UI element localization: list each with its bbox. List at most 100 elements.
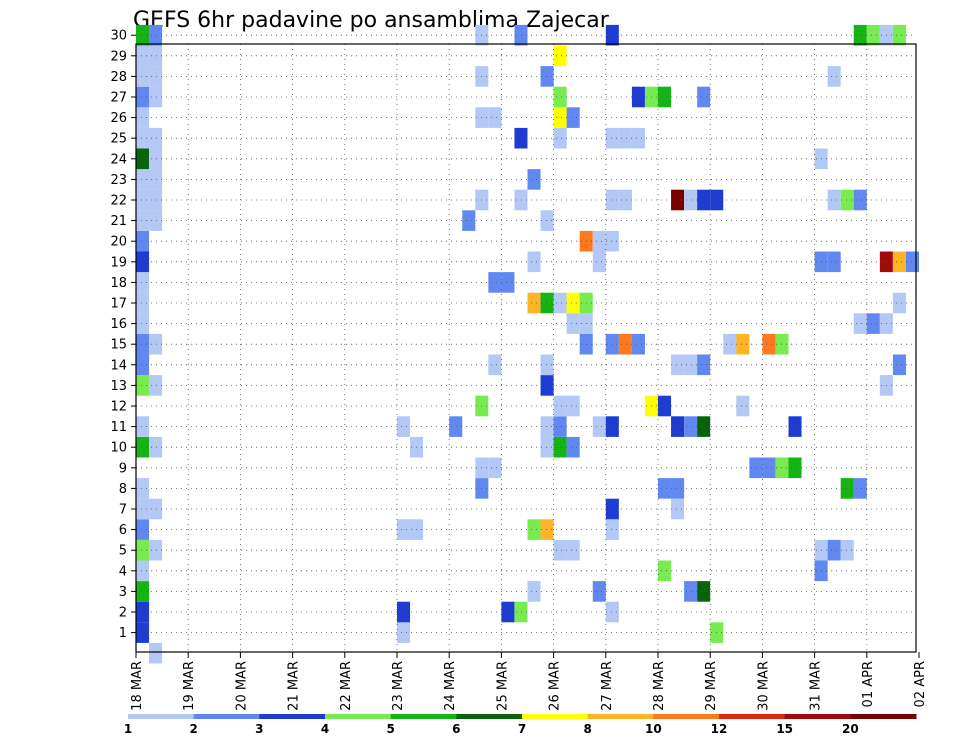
colorbar-label: 2 [189,722,197,736]
precip-cell [866,313,880,334]
x-tick-label: 30 MAR [756,661,771,711]
colorbar-swatch [128,714,195,719]
precip-cell [136,210,150,231]
y-tick-label: 16 [110,317,127,332]
precip-cell [566,539,580,561]
precip-cell [136,272,150,293]
precip-cell [397,622,411,643]
precip-cell [618,127,632,149]
precip-cell [136,107,150,128]
precip-cell [853,478,867,499]
plot-frame [135,43,917,653]
grid-layer [136,34,916,652]
precip-cell [149,539,163,561]
precip-cell [149,210,163,231]
precip-cell [671,416,685,437]
precip-cell [527,251,541,273]
colorbar-swatch [390,714,457,719]
precip-cell [671,498,685,520]
precip-cell [136,189,150,211]
x-tick-label: 20 MAR [234,661,249,711]
y-tick-label: 30 [110,29,127,44]
precip-cell [136,45,150,67]
precip-cell [149,45,163,67]
y-tick-label: 28 [110,70,127,85]
y-tick-label: 17 [110,297,127,312]
precip-cell [136,292,150,314]
precip-cell [658,395,672,417]
colorbar-label: 10 [645,722,662,736]
precip-cell [697,189,711,211]
x-tick-label: 01 APR [861,661,876,707]
precip-cell [488,272,502,293]
colorbar-swatch [653,714,720,719]
precip-cell [671,354,685,376]
precip-cell [736,333,750,355]
precip-cell [566,436,580,458]
x-axis: 18 MAR 19 MAR 20 MAR 21 MAR 22 MAR 23 MAR 24 M… [130,652,928,711]
precip-cell [618,333,632,355]
y-tick-label: 29 [110,49,127,64]
x-tick-label: 31 MAR [809,661,824,711]
precip-cell [605,601,619,623]
precip-cell [684,354,698,376]
colorbar-swatch [784,714,851,719]
precip-cell [149,642,163,664]
x-tick-label: 22 MAR [339,661,354,711]
precip-cell [514,601,528,623]
precip-cell [136,24,150,46]
precip-cell [136,560,150,582]
precip-cell [671,478,685,499]
precip-cell [697,354,711,376]
precip-cell [149,333,163,355]
precip-cell [618,189,632,211]
x-tick-label: 23 MAR [391,661,406,711]
precip-cell [149,66,163,87]
precip-cell [697,581,711,602]
precip-cell [658,560,672,582]
y-tick-label: 21 [110,214,127,229]
x-tick-label: 27 MAR [600,661,615,711]
precip-cell [553,86,567,108]
precip-cell [553,292,567,314]
precip-cell [631,86,645,108]
precip-cell [605,333,619,355]
precip-cell [149,86,163,108]
y-tick-label: 12 [110,400,127,415]
precip-cell [527,581,541,602]
x-tick-label: 29 MAR [704,661,719,711]
y-tick-label: 9 [119,461,127,476]
precip-cell [605,127,619,149]
y-tick-label: 24 [110,152,127,167]
precip-cell [149,436,163,458]
colorbar-label: 1 [124,722,132,736]
precip-cell [136,478,150,499]
precip-cell [488,354,502,376]
colorbar-label: 4 [321,722,329,736]
precip-cell [592,251,606,273]
precip-cell [723,333,737,355]
cells-layer [136,24,919,664]
precip-cell [566,107,580,128]
precip-cell [605,416,619,437]
precip-cell [514,127,528,149]
precip-cell [136,313,150,334]
precip-cell [762,457,776,479]
precip-cell [136,169,150,190]
precip-cell [397,601,411,623]
precip-cell [592,581,606,602]
colorbar-swatch [719,714,786,719]
precip-cell [149,148,163,170]
precip-cell [605,498,619,520]
y-tick-label: 1 [119,626,127,641]
precip-cell [553,436,567,458]
precip-cell [605,189,619,211]
y-tick-label: 3 [119,585,127,600]
precip-cell [540,375,554,396]
colorbar-swatch [193,714,260,719]
precip-cell [684,581,698,602]
precip-cell [527,519,541,540]
y-tick-label: 10 [110,441,127,456]
precip-cell [136,436,150,458]
